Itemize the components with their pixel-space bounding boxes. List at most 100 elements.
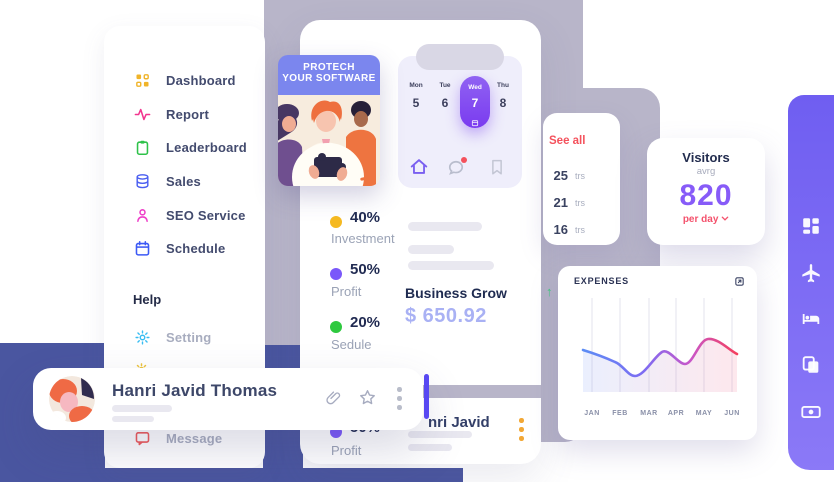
kebab-menu-icon[interactable] — [397, 387, 402, 411]
expenses-card: EXPENSES — [558, 266, 757, 440]
partial-profile-name: nri Javid — [428, 414, 490, 431]
stat-value-profit: 50% — [350, 261, 381, 278]
stat-dot-sedule — [330, 321, 342, 333]
chart-x-axis: JAN FEB MAR APR MAY JUN — [566, 410, 750, 420]
month-tick: JAN — [584, 410, 600, 417]
placeholder-bar — [112, 416, 154, 422]
clipboard-icon — [134, 139, 151, 161]
sidebar-item-sales[interactable]: Sales — [134, 173, 254, 191]
user-name: Hanri Javid Thomas — [112, 381, 278, 400]
right-icon-rail — [788, 95, 834, 470]
home-icon[interactable] — [408, 156, 430, 183]
business-grow-amount: $ 650.92 — [405, 305, 487, 327]
calendar-day-tue[interactable]: Tue 6 — [439, 82, 451, 110]
calendar-day-thu[interactable]: Thu 8 — [497, 82, 509, 110]
visitors-period-dropdown[interactable]: per day — [647, 214, 765, 225]
calendar-widget: Mon 5 Tue 6 Wed 7 Thu 8 — [398, 56, 522, 188]
stat-value-investment: 40% — [350, 209, 381, 226]
sidebar-item-leaderboard[interactable]: Leaderboard — [134, 139, 254, 157]
mini-calendar-icon — [471, 114, 479, 132]
sidebar-item-label: Dashboard — [166, 73, 236, 88]
sidebar-item-label: SEO Service — [166, 208, 246, 223]
sidebar-item-label: Schedule — [166, 241, 226, 256]
sidebar-item-label: Message — [166, 431, 223, 446]
sidebar-item-label: Report — [166, 107, 210, 122]
placeholder-bar — [112, 405, 172, 412]
transactions-card: See all 25 trs 21 trs 16 trs — [543, 113, 620, 245]
notification-dot — [461, 157, 467, 163]
sidebar-item-seo-service[interactable]: SEO Service — [134, 207, 254, 225]
avatar — [49, 376, 95, 422]
cash-icon[interactable] — [800, 401, 822, 428]
calendar-day-mon[interactable]: Mon 5 — [409, 82, 423, 110]
month-tick: JUN — [724, 410, 740, 417]
transaction-unit: trs — [575, 198, 585, 208]
copy-icon[interactable] — [800, 354, 822, 381]
grid-icon — [134, 72, 151, 94]
promo-illustration — [278, 95, 380, 186]
chat-bubble-icon[interactable] — [446, 158, 466, 183]
indigo-bottom-bar — [0, 468, 463, 482]
placeholder-bar — [408, 261, 494, 270]
visitors-subtitle: avrg — [696, 166, 716, 177]
user-icon — [134, 207, 151, 229]
calendar-day-wed-selected[interactable]: Wed 7 — [460, 76, 490, 128]
month-tick: FEB — [612, 410, 628, 417]
sidebar-item-report[interactable]: Report — [134, 106, 254, 124]
sidebar-item-schedule[interactable]: Schedule — [134, 240, 254, 258]
accent-scroll-bar[interactable] — [424, 374, 429, 419]
sidebar-item-setting[interactable]: Setting — [134, 329, 254, 347]
airplane-icon[interactable] — [800, 262, 822, 289]
bookmark-icon[interactable] — [488, 157, 506, 182]
promo-card[interactable]: PROTECH YOUR SOFTWARE — [278, 55, 380, 186]
bottom-stat-label: Profit — [331, 443, 362, 458]
lavender-band — [420, 385, 541, 398]
star-icon[interactable] — [358, 388, 377, 412]
visitors-period-label: per day — [682, 214, 719, 225]
placeholder-bar — [408, 431, 472, 438]
transaction-row[interactable]: 16 trs — [548, 222, 614, 238]
transaction-value: 25 — [553, 168, 568, 183]
selected-day-date: 7 — [471, 96, 479, 110]
placeholder-bar — [408, 444, 452, 451]
sidebar-item-dashboard[interactable]: Dashboard — [134, 72, 254, 90]
transaction-value: 16 — [553, 222, 568, 237]
profile-menu-dots[interactable] — [519, 418, 524, 442]
stat-label-investment: Investment — [331, 231, 395, 246]
selected-day-label: Wed — [468, 84, 482, 91]
database-icon — [134, 173, 151, 195]
paperclip-icon[interactable] — [325, 389, 343, 412]
visitors-card: Visitors avrg 820 per day — [647, 138, 765, 245]
placeholder-bar — [408, 245, 454, 254]
promo-line1: PROTECH — [303, 62, 355, 73]
transaction-row[interactable]: 25 trs — [548, 168, 614, 184]
expenses-title: EXPENSES — [574, 276, 629, 286]
export-icon[interactable] — [734, 274, 745, 292]
month-tick: MAR — [640, 410, 658, 417]
see-all-link[interactable]: See all — [549, 135, 586, 147]
transaction-value: 21 — [553, 195, 568, 210]
help-header: Help — [133, 292, 162, 307]
user-card[interactable]: Hanri Javid Thomas — [33, 368, 423, 430]
chat-icon — [134, 430, 151, 452]
gear-icon — [134, 329, 151, 351]
masonry-grid-icon[interactable] — [800, 215, 822, 242]
stat-label-sedule: Sedule — [331, 337, 372, 352]
visitors-value: 820 — [679, 179, 733, 212]
sidebar-item-label: Sales — [166, 174, 201, 189]
transaction-row[interactable]: 21 trs — [548, 195, 614, 211]
stat-dot-investment — [330, 216, 342, 228]
business-grow-label: Business Grow — [405, 285, 507, 301]
month-tick: APR — [667, 410, 685, 417]
stat-value-sedule: 20% — [350, 314, 381, 331]
sidebar-item-label: Setting — [166, 330, 212, 345]
transaction-unit: trs — [575, 171, 585, 181]
chevron-down-icon — [721, 214, 729, 225]
sidebar-item-message[interactable]: Message — [134, 430, 254, 448]
bed-icon[interactable] — [800, 308, 822, 335]
transaction-unit: trs — [575, 225, 585, 235]
visitors-title: Visitors — [682, 150, 730, 165]
promo-line2: YOUR SOFTWARE — [282, 73, 376, 84]
sidebar-item-label: Leaderboard — [166, 140, 247, 155]
